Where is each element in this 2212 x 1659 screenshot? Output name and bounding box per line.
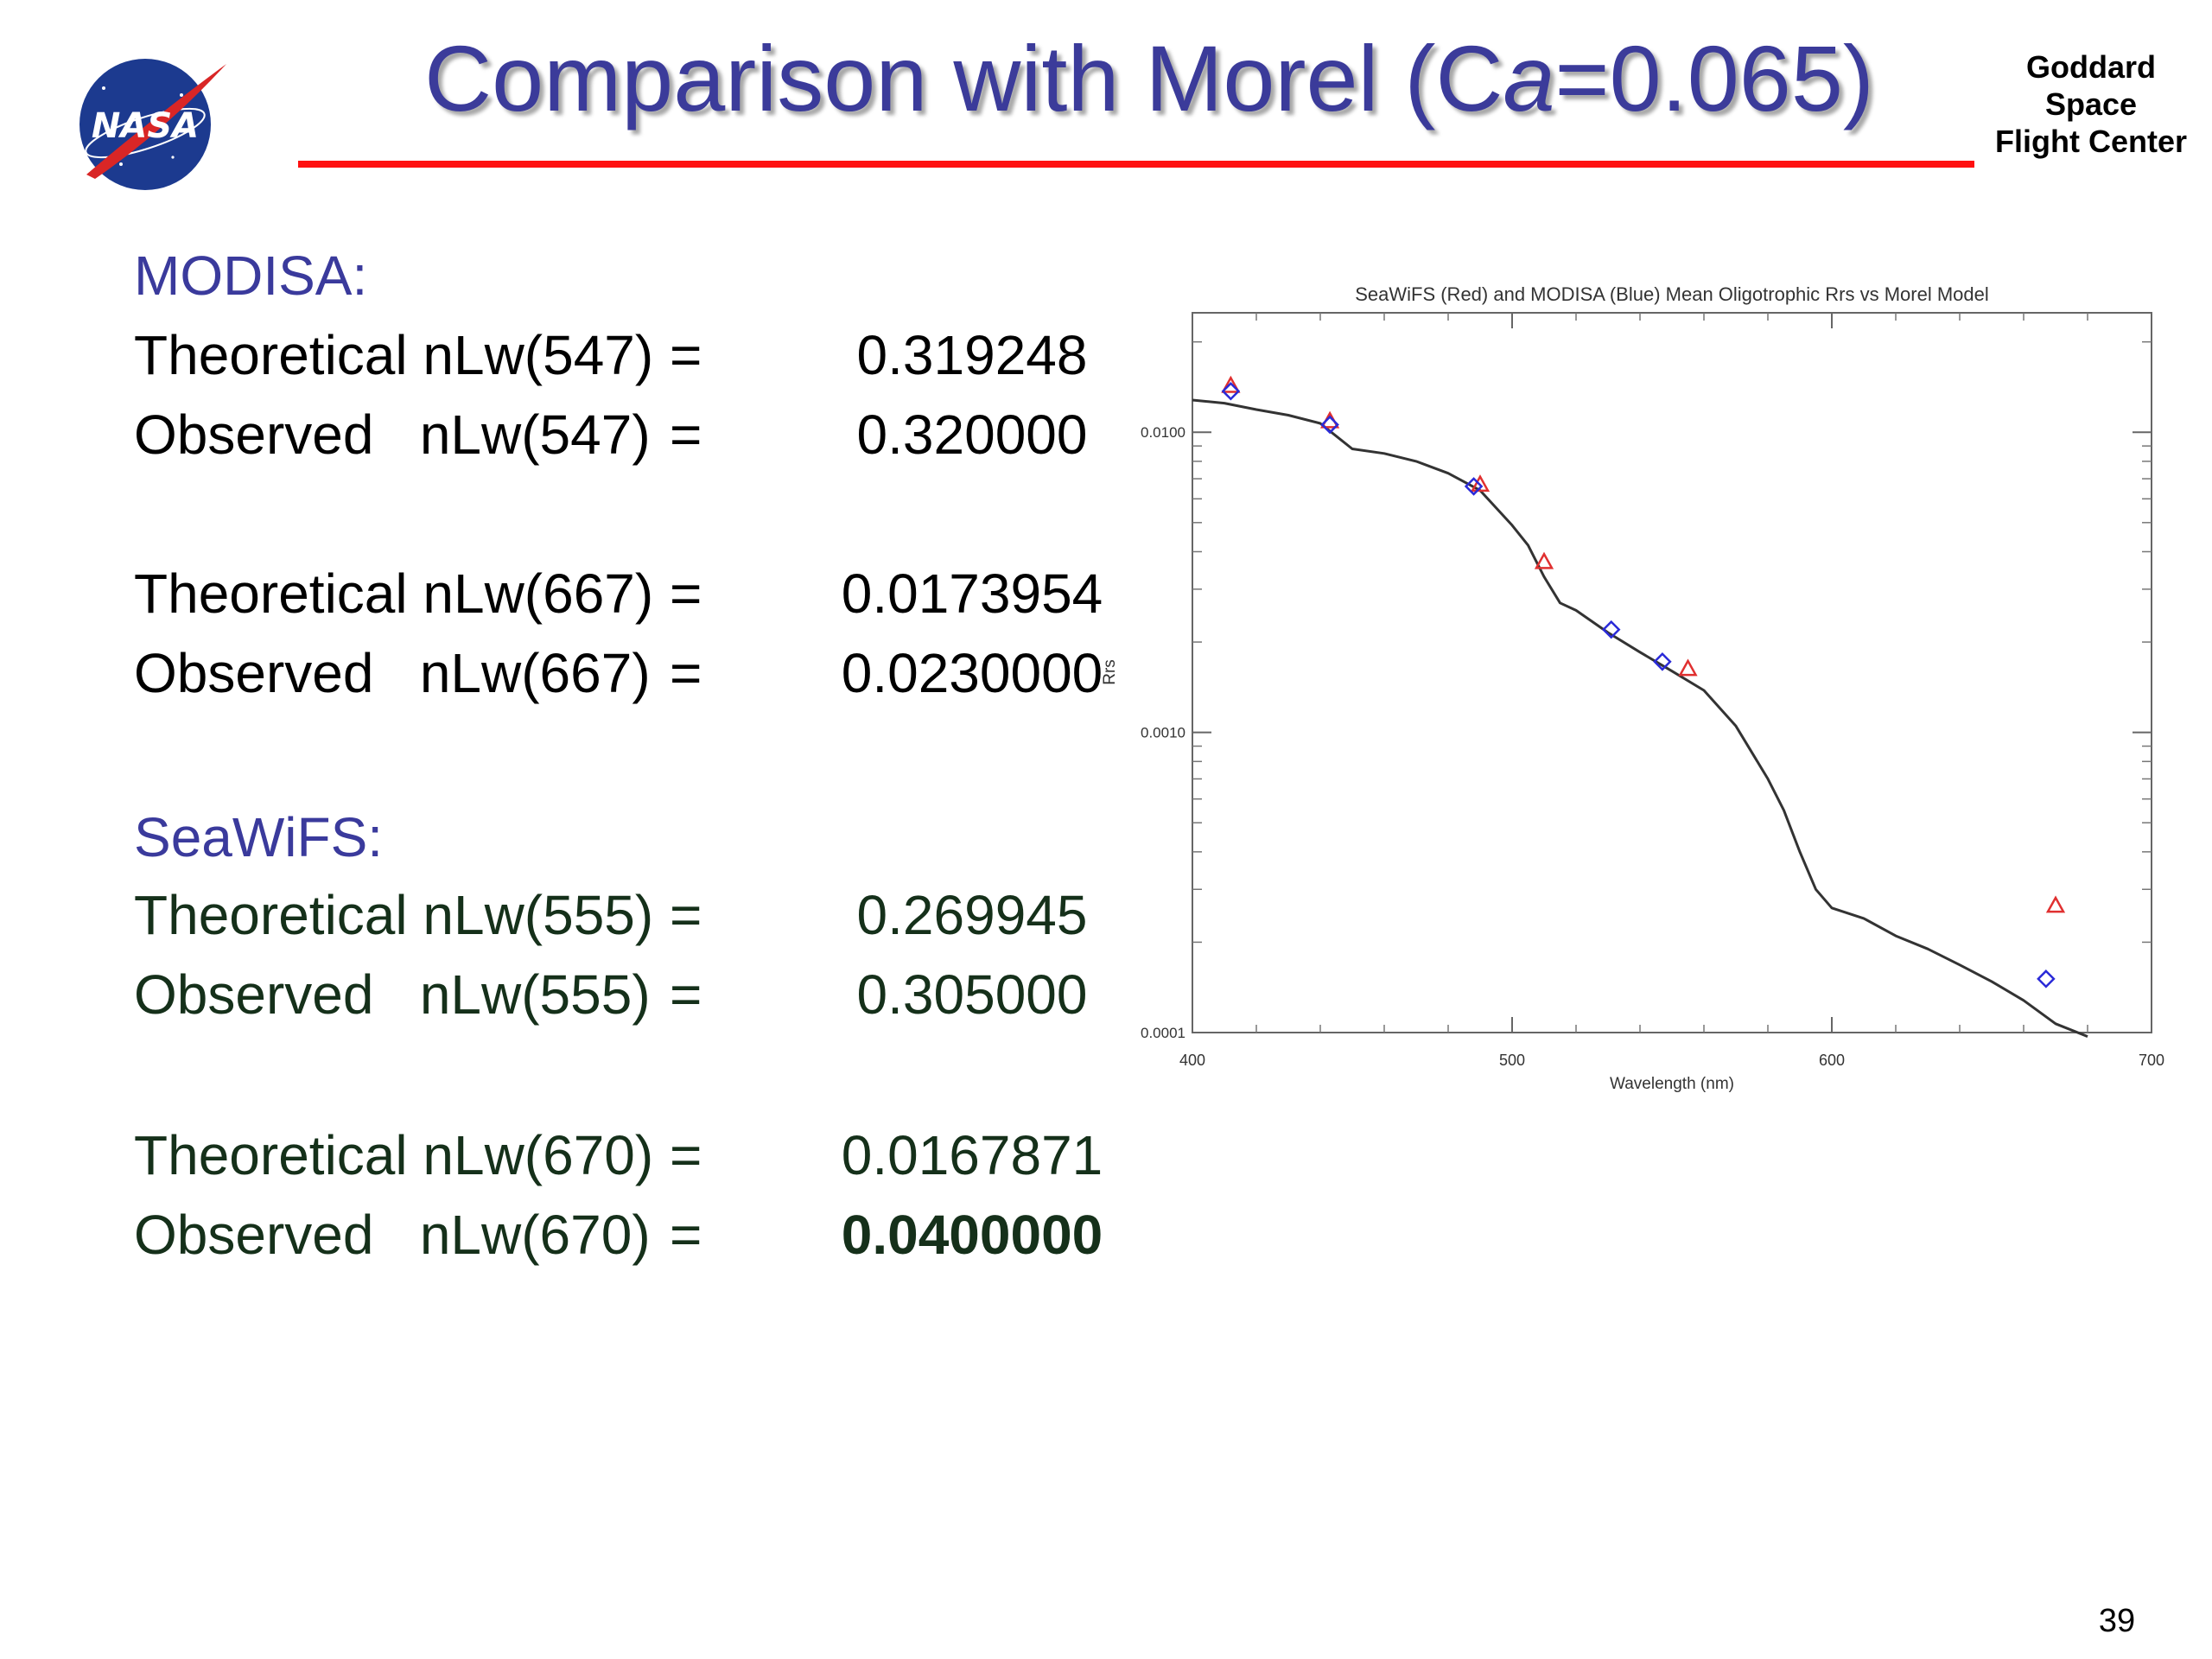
y-tick-label: 0.0100 xyxy=(1141,424,1185,441)
y-tick-label: 0.0001 xyxy=(1141,1025,1185,1041)
title-underline xyxy=(298,161,1974,168)
modisa-row: Theoretical nLw(667) = 0.0173954 xyxy=(134,563,1103,625)
seawifs-row: Observed nLw(670) = 0.0400000 xyxy=(134,1204,1103,1266)
seawifs-row: Theoretical nLw(555) = 0.269945 xyxy=(134,884,1088,946)
seawifs-point xyxy=(1221,375,1241,393)
page-number: 39 xyxy=(2098,1603,2136,1639)
seawifs-point xyxy=(1678,658,1698,677)
modisa-point xyxy=(1320,415,1339,435)
nasa-logo: NASA xyxy=(69,54,233,196)
modisa-point xyxy=(1653,652,1672,671)
seawifs-row: Observed nLw(555) = 0.305000 xyxy=(134,963,1088,1026)
seawifs-row: Theoretical nLw(670) = 0.0167871 xyxy=(134,1124,1103,1186)
seawifs-heading: SeaWiFS: xyxy=(134,806,384,868)
y-tick-label: 0.0010 xyxy=(1141,725,1185,741)
x-tick-label: 400 xyxy=(1179,1052,1205,1069)
x-axis-label: Wavelength (nm) xyxy=(1610,1075,1734,1093)
seawifs-point xyxy=(1534,551,1554,569)
modisa-point xyxy=(1221,381,1241,401)
morel-model-line xyxy=(1192,398,2088,1038)
modisa-row: Observed nLw(547) = 0.320000 xyxy=(134,404,1088,466)
x-tick-label: 500 xyxy=(1499,1052,1525,1069)
nasa-logo-text: NASA xyxy=(92,106,199,146)
modisa-point xyxy=(1601,620,1621,639)
x-tick-label: 700 xyxy=(2139,1052,2164,1069)
modisa-point xyxy=(2037,969,2056,988)
modisa-row: Theoretical nLw(547) = 0.319248 xyxy=(134,324,1088,386)
org-label: Goddard Space Flight Center xyxy=(1995,49,2187,159)
plot-frame xyxy=(1192,312,2152,1033)
y-axis-label: Rrs xyxy=(1101,659,1119,685)
modisa-heading: MODISA: xyxy=(134,245,368,307)
page-title: Comparison with Morel (Ca=0.065) xyxy=(424,26,1874,130)
seawifs-point xyxy=(1319,410,1340,429)
modisa-row: Observed nLw(667) = 0.0230000 xyxy=(134,642,1103,704)
seawifs-point xyxy=(2045,895,2066,913)
x-tick-label: 600 xyxy=(1819,1052,1845,1069)
seawifs-point xyxy=(1470,474,1491,493)
chart-title: SeaWiFS (Red) and MODISA (Blue) Mean Oli… xyxy=(1355,283,1989,305)
modisa-point xyxy=(1464,477,1484,496)
rrs-chart: SeaWiFS (Red) and MODISA (Blue) Mean Oli… xyxy=(1097,268,2169,1102)
